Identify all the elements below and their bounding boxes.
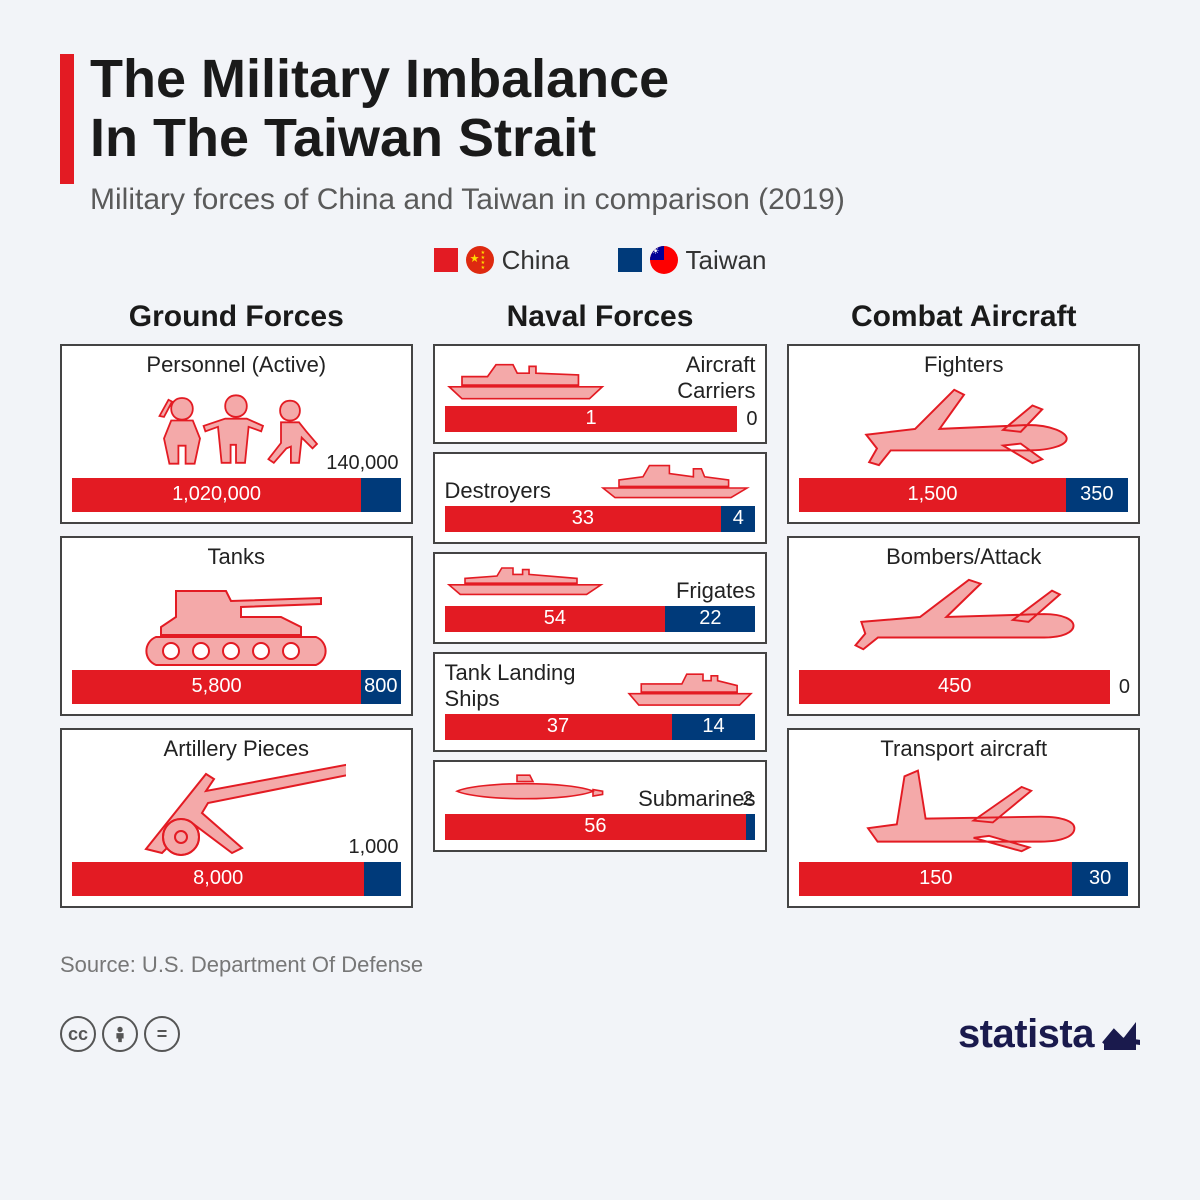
card-label: Transport aircraft: [799, 736, 1128, 762]
legend-swatch-taiwan: [618, 248, 642, 272]
legend: China Taiwan: [60, 245, 1140, 276]
bar-subs: 2 56: [445, 814, 756, 840]
bar-taiwan: [361, 478, 400, 512]
value-china: 33: [445, 506, 722, 532]
value-taiwan: 800: [361, 670, 400, 704]
page-title: The Military ImbalanceIn The Taiwan Stra…: [90, 50, 1140, 169]
value-taiwan: 30: [1072, 862, 1128, 896]
fighter-icon: [799, 380, 1128, 470]
value-taiwan: 14: [672, 714, 756, 740]
card-landing: Tank Landing Ships 37 14: [433, 652, 768, 752]
card-personnel: Personnel (Active) 140,000 1,020,000: [60, 344, 413, 524]
tank-icon: [72, 572, 401, 662]
section-title-naval: Naval Forces: [433, 300, 768, 334]
source-text: Source: U.S. Department Of Defense: [60, 952, 1140, 978]
card-tanks: Tanks 5,800 800: [60, 536, 413, 716]
carrier-icon: [445, 360, 615, 400]
card-label: Frigates: [615, 578, 756, 604]
card-label: Bombers/Attack: [799, 544, 1128, 570]
bar-artillery: 1,000 8,000: [72, 862, 401, 896]
value-china: 1: [445, 406, 738, 432]
taiwan-flag-icon: [650, 246, 678, 274]
value-china: 150: [799, 862, 1072, 896]
bomber-icon: [799, 572, 1128, 662]
card-subs: Submarines 2 56: [433, 760, 768, 852]
value-china: 56: [445, 814, 747, 840]
card-label: Aircraft Carriers: [625, 352, 756, 404]
legend-swatch-china: [434, 248, 458, 272]
bar-transport: 150 30: [799, 862, 1128, 896]
value-china: 1,500: [799, 478, 1065, 512]
bar-personnel: 140,000 1,020,000: [72, 478, 401, 512]
card-carriers: Aircraft Carriers 1 0: [433, 344, 768, 444]
bar-fighters: 1,500 350: [799, 478, 1128, 512]
card-artillery: Artillery Pieces 1,000 8,000: [60, 728, 413, 908]
bar-bombers: 450 0: [799, 670, 1128, 704]
value-china: 5,800: [72, 670, 361, 704]
value-taiwan: 22: [665, 606, 755, 632]
value-taiwan: 350: [1066, 478, 1128, 512]
brand-logo: statista: [958, 1012, 1140, 1057]
bar-tanks: 5,800 800: [72, 670, 401, 704]
bar-carriers: 1 0: [445, 406, 756, 432]
value-taiwan: 4: [721, 506, 755, 532]
value-china: 54: [445, 606, 666, 632]
value-taiwan: 0: [1119, 676, 1130, 699]
header-block: The Military ImbalanceIn The Taiwan Stra…: [60, 50, 1140, 217]
page-subtitle: Military forces of China and Taiwan in c…: [90, 183, 1140, 217]
section-title-air: Combat Aircraft: [787, 300, 1140, 334]
legend-label: China: [502, 245, 570, 276]
card-destroyers: Destroyers 33 4: [433, 452, 768, 544]
card-label: Destroyers: [445, 478, 586, 504]
china-flag-icon: [466, 246, 494, 274]
value-china: 450: [799, 670, 1110, 704]
brand-text: statista: [958, 1012, 1094, 1057]
transport-icon: [799, 764, 1128, 854]
card-frigates: Frigates 54 22: [433, 552, 768, 644]
value-taiwan: 2: [742, 788, 753, 811]
ground-forces-column: Ground Forces Personnel (Active) 140,000…: [60, 300, 413, 920]
value-taiwan: 1,000: [348, 836, 398, 859]
legend-item-china: China: [434, 245, 570, 276]
bar-frigates: 54 22: [445, 606, 756, 632]
card-bombers: Bombers/Attack 450 0: [787, 536, 1140, 716]
naval-forces-column: Naval Forces Aircraft Carriers 1 0 Destr…: [433, 300, 768, 920]
bar-destroyers: 33 4: [445, 506, 756, 532]
bar-taiwan: [364, 862, 400, 896]
frigate-icon: [445, 560, 605, 600]
license-badges: cc =: [60, 1016, 180, 1052]
columns-container: Ground Forces Personnel (Active) 140,000…: [60, 300, 1140, 920]
destroyer-icon: [595, 460, 755, 500]
legend-item-taiwan: Taiwan: [618, 245, 767, 276]
nd-icon: =: [144, 1016, 180, 1052]
bar-landing: 37 14: [445, 714, 756, 740]
value-china: 37: [445, 714, 672, 740]
section-title-ground: Ground Forces: [60, 300, 413, 334]
value-taiwan: 140,000: [326, 452, 398, 475]
card-label: Submarines: [615, 786, 756, 812]
value-taiwan: 0: [746, 408, 757, 431]
card-fighters: Fighters 1,500 350: [787, 344, 1140, 524]
footer: cc = statista: [60, 1012, 1140, 1057]
legend-label: Taiwan: [686, 245, 767, 276]
cc-icon: cc: [60, 1016, 96, 1052]
card-label: Personnel (Active): [72, 352, 401, 378]
value-china: 8,000: [72, 862, 364, 896]
card-transport: Transport aircraft 150 30: [787, 728, 1140, 908]
card-label: Fighters: [799, 352, 1128, 378]
landing-ship-icon: [625, 668, 755, 708]
submarine-icon: [445, 768, 605, 808]
by-icon: [102, 1016, 138, 1052]
combat-aircraft-column: Combat Aircraft Fighters 1,500 350 Bombe…: [787, 300, 1140, 920]
card-label: Tank Landing Ships: [445, 660, 616, 712]
value-china: 1,020,000: [72, 478, 361, 512]
bar-taiwan: [746, 814, 755, 840]
